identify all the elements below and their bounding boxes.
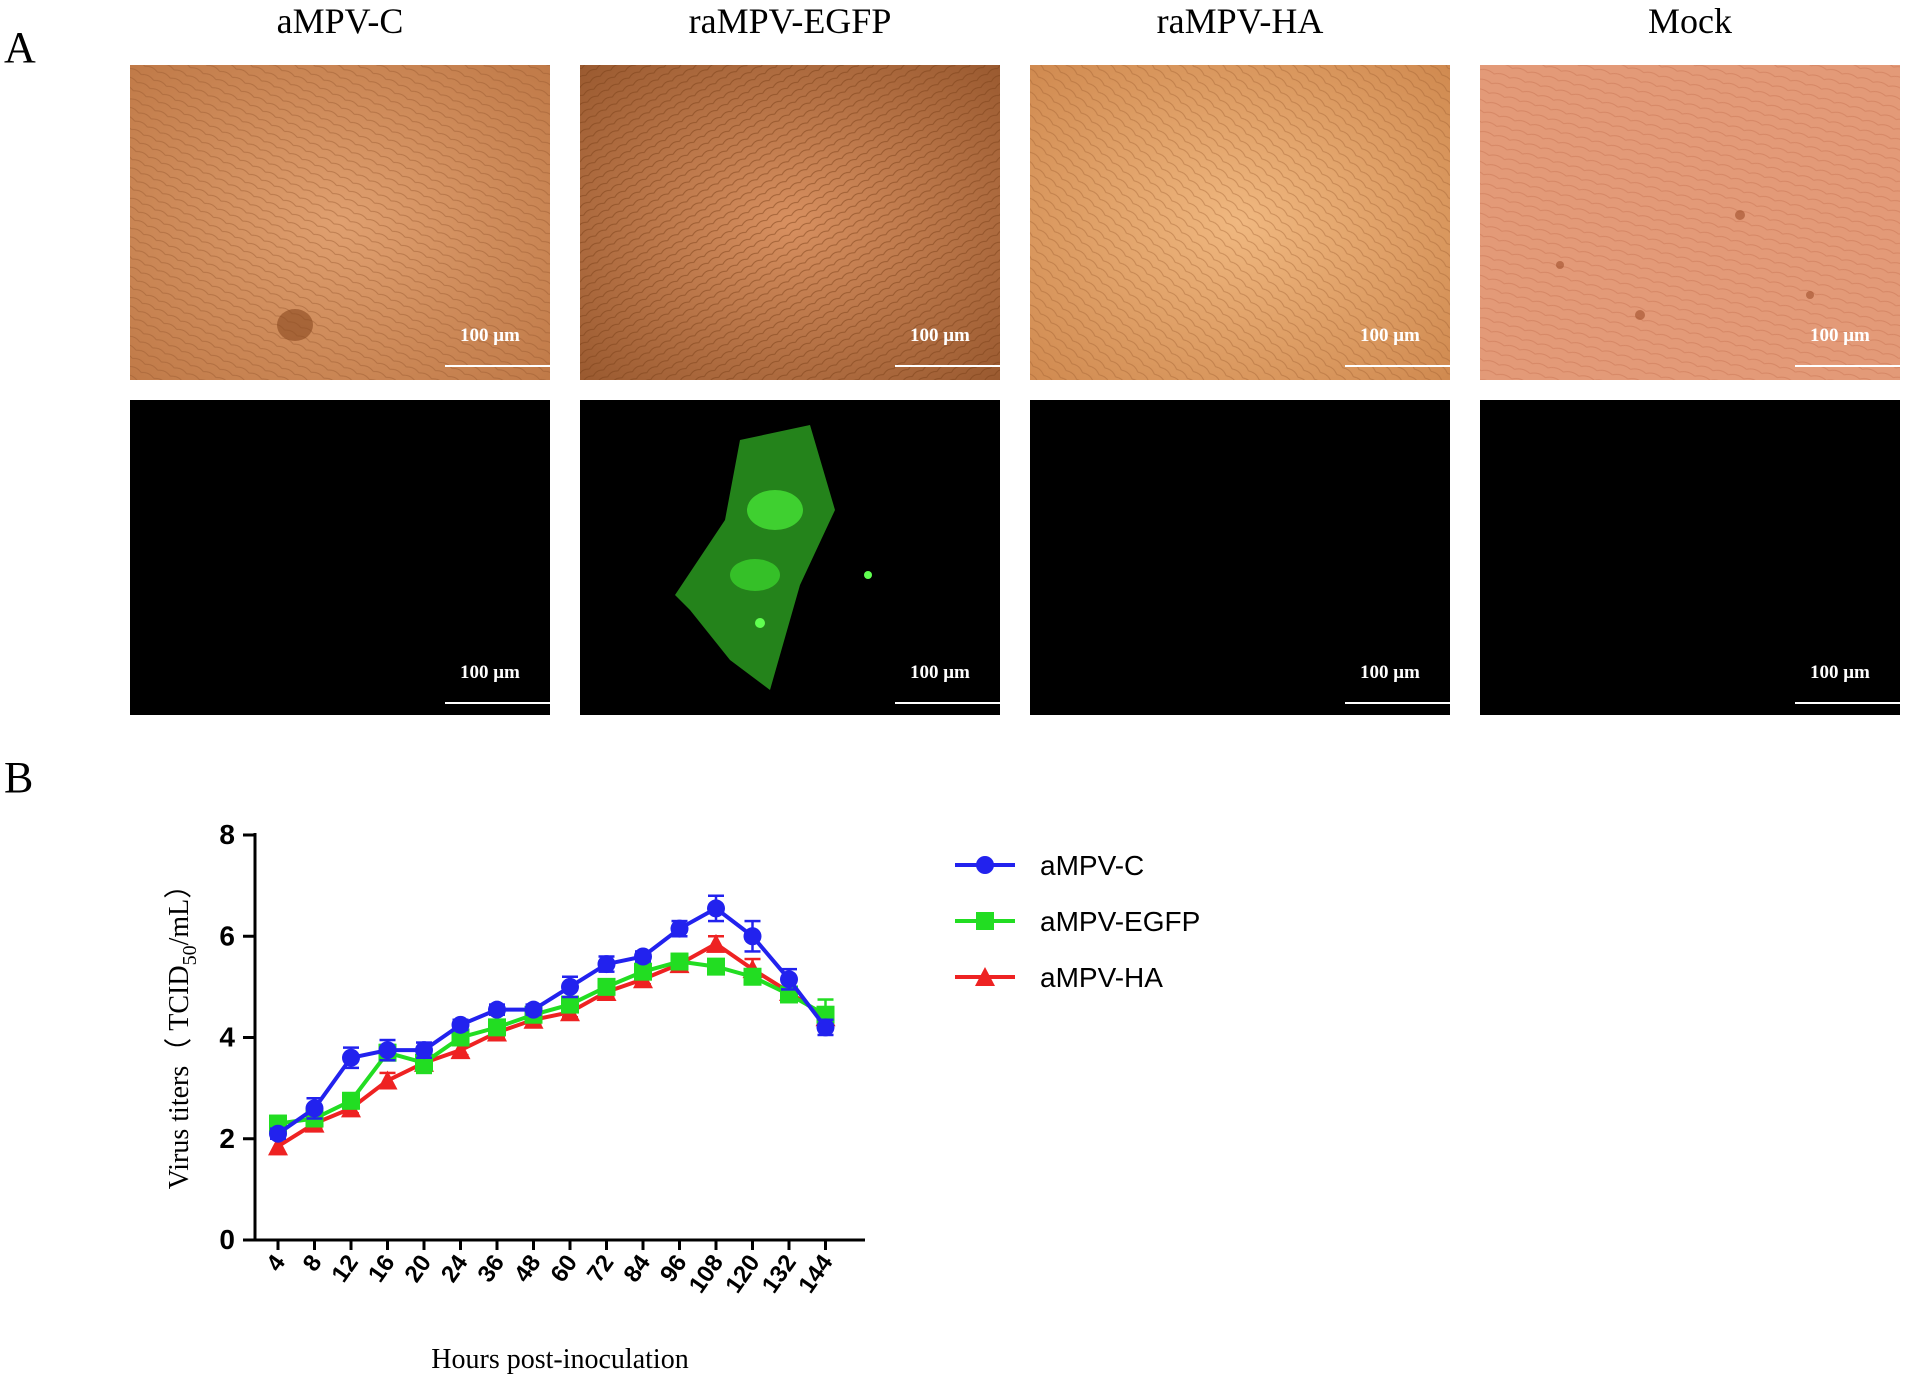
x-tick-label: 4 [261, 1249, 291, 1276]
x-tick-label: 72 [582, 1250, 619, 1287]
data-point [634, 947, 652, 966]
data-point [707, 957, 725, 976]
series-ampv-c [269, 894, 835, 1143]
brightfield-image-rampv-ha [1030, 65, 1450, 380]
legend-marker [976, 912, 994, 930]
fluorescence-image-rampv-ha [1030, 400, 1450, 715]
x-tick-label: 20 [399, 1250, 436, 1287]
data-point [450, 1040, 471, 1060]
data-point [780, 970, 798, 989]
scale-bar [1795, 702, 1900, 704]
scale-label: 100 μm [1810, 662, 1870, 683]
series-ampv-egfp [269, 952, 835, 1133]
data-point [816, 1018, 835, 1037]
series-line [277, 959, 827, 1126]
data-point [378, 1041, 397, 1060]
x-axis-title: Hours post-inoculation [431, 1344, 688, 1375]
column-title-mock: Mock [1648, 1, 1732, 41]
y-tick-label: 2 [219, 1123, 235, 1154]
legend-label: aMPV-EGFP [1040, 906, 1200, 937]
column-title-rampv-ha: raMPV-HA [1156, 1, 1324, 41]
y-tick-label: 8 [219, 819, 235, 850]
x-tick-label: 84 [618, 1249, 656, 1287]
data-point [561, 995, 579, 1014]
series-line [276, 941, 827, 1149]
scale-label: 100 μm [1360, 662, 1420, 683]
legend-label: aMPV-HA [1040, 962, 1163, 993]
x-tick-label: 8 [298, 1250, 328, 1276]
series-ampv-ha [268, 933, 836, 1156]
data-point [634, 962, 652, 981]
data-point [524, 1000, 543, 1019]
data-point [269, 1124, 287, 1143]
x-tick-label: 144 [793, 1249, 838, 1298]
scale-label: 100 μm [1810, 325, 1870, 346]
x-tick-label: 108 [684, 1250, 729, 1298]
legend-marker [975, 967, 995, 986]
panel-a-label: A [4, 23, 36, 72]
data-point [488, 1000, 506, 1019]
scale-label: 100 μm [910, 662, 970, 683]
y-tick-label: 0 [219, 1224, 235, 1255]
data-point [342, 1091, 360, 1110]
x-tick-label: 12 [326, 1250, 363, 1287]
data-point [743, 967, 762, 986]
x-tick-label: 24 [436, 1249, 474, 1287]
data-point [706, 933, 726, 953]
brightfield-image-rampv-egfp [580, 65, 1000, 380]
column-title-ampv-c: aMPV-C [276, 1, 404, 41]
data-point [488, 1018, 506, 1037]
data-point [670, 919, 689, 938]
scale-label: 100 μm [460, 325, 520, 346]
data-point [377, 1070, 398, 1090]
fluorescence-image-ampv-c [130, 400, 550, 715]
y-tick-label: 6 [219, 920, 235, 951]
column-title-rampv-egfp: raMPV-EGFP [688, 1, 892, 41]
brightfield-image-mock [1480, 65, 1900, 380]
data-point [743, 927, 762, 946]
x-tick-label: 36 [472, 1250, 509, 1287]
x-tick-label: 16 [363, 1250, 400, 1287]
data-point [597, 977, 616, 996]
legend-label: aMPV-C [1040, 850, 1144, 881]
scale-label: 100 μm [910, 325, 970, 346]
data-point [451, 1028, 470, 1047]
fluorescence-image-mock [1480, 400, 1900, 715]
data-point [451, 1015, 470, 1034]
series-line [276, 906, 828, 1136]
x-tick-label: 60 [545, 1250, 582, 1287]
data-point [670, 952, 689, 971]
y-tick-label: 4 [219, 1022, 235, 1053]
data-point [597, 955, 616, 974]
legend-marker [976, 856, 994, 874]
scale-bar [1345, 365, 1450, 367]
data-point [268, 1136, 288, 1156]
scale-bar [895, 702, 1000, 704]
brightfield-image-ampv-c [130, 65, 550, 380]
scale-bar [895, 365, 1000, 367]
scale-bar [445, 365, 550, 367]
scale-bar [1795, 365, 1900, 367]
data-point [305, 1099, 324, 1118]
scale-label: 100 μm [1360, 325, 1420, 346]
data-point [415, 1041, 433, 1060]
panel-b-label: B [4, 753, 34, 802]
fluorescence-image-rampv-egfp [580, 400, 1000, 715]
data-point [342, 1048, 360, 1067]
data-point [707, 899, 725, 918]
scale-bar [1345, 702, 1450, 704]
scale-label: 100 μm [460, 662, 520, 683]
scale-bar [445, 702, 550, 704]
x-tick-label: 132 [757, 1250, 802, 1298]
x-tick-label: 48 [509, 1250, 546, 1287]
data-point [561, 977, 579, 996]
x-tick-label: 120 [720, 1250, 765, 1298]
y-axis-title: Virus titers（ TCID50/mL） [163, 871, 201, 1190]
